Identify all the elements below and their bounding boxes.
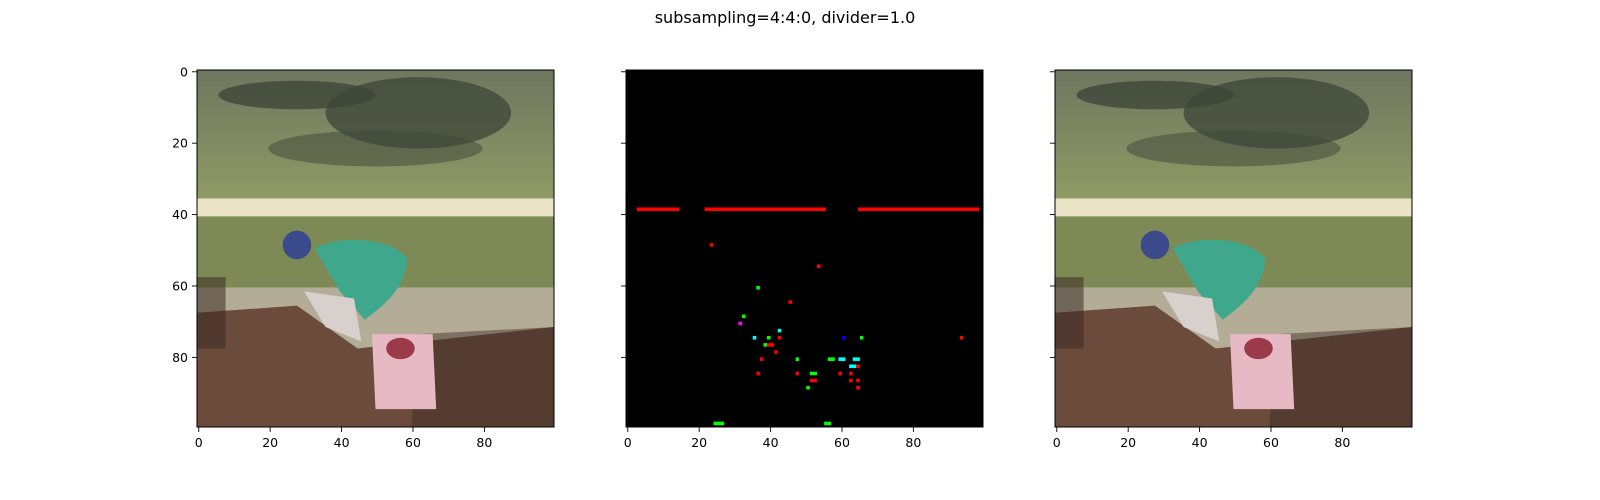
- blur-shape: [1183, 77, 1370, 149]
- x-tick-label: 40: [763, 435, 779, 450]
- heatmap-point-28: [809, 378, 817, 383]
- heatmap-background: [626, 70, 983, 427]
- heatmap-point-8: [767, 335, 771, 340]
- x-tick-label: 80: [1334, 435, 1350, 450]
- saddlecloth-mark: [386, 337, 415, 360]
- rail: [1055, 198, 1412, 217]
- heatmap-point-3: [788, 300, 793, 304]
- x-tick-label: 0: [195, 435, 203, 450]
- x-tick-label: 40: [334, 435, 350, 450]
- saddlecloth-mark: [1244, 337, 1273, 360]
- blur-shape: [325, 77, 512, 149]
- heatmap-point-30: [856, 378, 860, 383]
- heatmap-point-24: [795, 371, 800, 376]
- photo: [1055, 70, 1412, 427]
- heatmap-point-25: [809, 371, 817, 376]
- x-tick-label: 0: [1053, 435, 1061, 450]
- x-tick-label: 60: [405, 435, 421, 450]
- horse-shadow: [411, 327, 554, 427]
- heatmap-point-27: [849, 371, 853, 376]
- heatmap-point-6: [777, 328, 782, 333]
- x-tick-label: 20: [691, 435, 707, 450]
- heatmap-point-29: [849, 378, 853, 383]
- heatmap-point-22: [856, 364, 860, 369]
- horse-shadow: [1269, 327, 1412, 427]
- x-tick-label: 60: [1263, 435, 1279, 450]
- heatmap-point-17: [795, 357, 800, 361]
- right-panel-original-image: 0 20 40 60 80: [1050, 69, 1413, 450]
- heatmap-point-33: [713, 421, 725, 426]
- blur-shape: [268, 130, 483, 167]
- heatmap-segment-0: [636, 207, 680, 212]
- heatmap-point-9: [777, 335, 782, 340]
- x-tick-label: 0: [624, 435, 632, 450]
- heatmap-point-32: [856, 385, 860, 390]
- heatmap-point-26: [838, 371, 842, 376]
- heatmap-point-5: [738, 321, 743, 326]
- rail: [197, 198, 554, 217]
- heatmap-point-15: [774, 350, 778, 354]
- heatmap-point-18: [827, 357, 835, 361]
- y-tick-label: 40: [172, 207, 188, 222]
- photo: [197, 70, 554, 427]
- heatmap-point-7: [752, 335, 757, 340]
- jockey-silks: [1172, 239, 1266, 320]
- axes-frame: [196, 69, 555, 428]
- heatmap-point-0: [709, 243, 714, 247]
- heatmap-point-12: [959, 335, 964, 340]
- x-tick-label: 80: [905, 435, 921, 450]
- heatmap-point-10: [841, 335, 846, 340]
- heatmap-point-4: [742, 314, 746, 319]
- heatmap-point-13: [763, 343, 768, 347]
- heatmap-point-1: [816, 264, 821, 269]
- y-tick-label: 80: [172, 350, 188, 365]
- jockey-helmet: [1140, 230, 1170, 260]
- jockey-legs: [1162, 291, 1220, 342]
- heatmap-point-20: [852, 357, 860, 361]
- heatmap-point-34: [824, 421, 832, 426]
- heatmap-segment-2: [858, 207, 980, 212]
- y-tick-label: 0: [180, 64, 188, 79]
- heatmap-segment-1: [704, 207, 826, 212]
- x-tick-label: 40: [1192, 435, 1208, 450]
- heatmap-point-2: [756, 285, 760, 290]
- x-tick-label: 80: [476, 435, 492, 450]
- figure-title: subsampling=4:4:0, divider=1.0: [655, 8, 916, 27]
- horse-head: [1055, 277, 1084, 349]
- x-tick-label: 60: [834, 435, 850, 450]
- jockey-helmet: [282, 230, 312, 260]
- heatmap-point-16: [759, 357, 764, 361]
- axes-frame: [1054, 69, 1413, 428]
- x-tick-label: 20: [262, 435, 278, 450]
- heatmap-point-23: [756, 371, 760, 376]
- axes-frame: [625, 69, 984, 428]
- horse-head: [197, 277, 226, 349]
- heatmap-point-19: [838, 357, 846, 361]
- y-tick-label: 20: [172, 136, 188, 151]
- heatmap-point-21: [849, 364, 857, 369]
- heatmap-point-14: [767, 343, 775, 347]
- heatmap-point-11: [859, 335, 864, 340]
- y-tick-label: 60: [172, 278, 188, 293]
- heatmap-point-31: [806, 385, 810, 390]
- left-panel-decoded-image: 0 20 40 60 80 0 20 40 60 80: [172, 64, 555, 450]
- jockey-legs: [304, 291, 362, 342]
- x-tick-label: 20: [1120, 435, 1136, 450]
- middle-panel-difference-map: 0 20 40 60 80: [621, 69, 984, 450]
- jockey-silks: [314, 239, 408, 320]
- blur-shape: [1126, 130, 1341, 167]
